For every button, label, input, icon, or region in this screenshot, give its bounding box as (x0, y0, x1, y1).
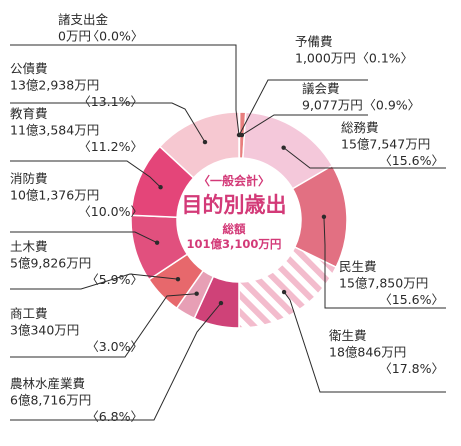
label-sanitation-name: 衛生費 (329, 328, 367, 343)
label-agriculture-amount: 6億8,716万円 (10, 393, 91, 408)
leader-dot-commerce (194, 291, 199, 296)
total-value: 101億3,100万円 (187, 237, 282, 251)
label-public-debt-percent: 〈13.1%〉 (78, 94, 143, 109)
leader-dot-public-debt (202, 139, 208, 145)
label-reserve-name: 予備費 (295, 34, 333, 49)
chart-subtitle: 〈一般会計〉 (198, 173, 270, 188)
label-agriculture-percent: 〈6.8%〉 (86, 409, 143, 424)
label-civil-engineering-percent: 〈5.9%〉 (86, 272, 143, 287)
total-label: 総額 (223, 222, 246, 236)
label-assembly-name: 議会費 (302, 81, 340, 96)
leader-line-education (10, 160, 161, 188)
label-assembly-amount: 9,077万円 (302, 98, 363, 113)
leader-line-misc-expenditure (10, 44, 240, 136)
leader-line-agriculture (10, 302, 222, 421)
leader-line-fire (10, 231, 158, 244)
leader-dot-civil-engineering (175, 276, 181, 282)
leader-line-civil-engineering (10, 273, 179, 290)
label-fire-name: 消防費 (10, 171, 48, 186)
leader-dot-general-affairs (281, 145, 286, 150)
label-civil-engineering-amount: 5億9,826万円 (10, 256, 91, 271)
label-commerce-amount: 3億340万円 (10, 323, 79, 338)
label-education-name: 教育費 (10, 106, 48, 121)
label-welfare-name: 民生費 (339, 259, 377, 274)
leader-line-general-affairs (283, 147, 446, 169)
label-education-percent: 〈11.2%〉 (78, 139, 143, 154)
leader-dot-sanitation (281, 289, 287, 295)
leader-line-public-debt (10, 102, 206, 143)
label-misc-expenditure-amount: 0万円 (58, 29, 91, 44)
donut-center: 〈一般会計〉 目的別歳出 総額 101億3,100万円 (182, 173, 287, 251)
label-fire-amount: 10億1,376万円 (10, 188, 99, 203)
slice-labels: 予備費 1,000万円 〈0.1%〉議会費 9,077万円 〈0.9%〉総務費 15億7,… (10, 12, 444, 424)
leader-dot-fire (154, 240, 160, 245)
label-welfare-percent: 〈15.6%〉 (379, 292, 444, 307)
leader-lines (10, 44, 446, 421)
label-reserve-percent: 〈0.1%〉 (356, 51, 413, 66)
leader-dot-misc-expenditure (236, 132, 242, 138)
label-general-affairs-amount: 15億7,547万円 (341, 137, 430, 152)
label-commerce-name: 商工費 (10, 306, 48, 321)
leader-line-welfare (323, 216, 446, 309)
leader-line-sanitation (283, 291, 446, 393)
leader-dot-education (158, 185, 163, 190)
label-commerce-percent: 〈3.0%〉 (86, 339, 143, 354)
donut-slices (130, 111, 348, 329)
leader-line-assembly (241, 114, 368, 136)
leader-dot-agriculture (218, 300, 224, 306)
label-fire-percent: 〈10.0%〉 (78, 204, 143, 219)
label-education-amount: 11億3,584万円 (10, 123, 99, 138)
label-agriculture-name: 農林水産業費 (10, 376, 85, 391)
label-general-affairs-percent: 〈15.6%〉 (379, 153, 444, 168)
leader-line-commerce (10, 293, 197, 358)
label-sanitation-percent: 〈17.8%〉 (379, 361, 444, 376)
label-misc-expenditure-percent: 〈0.0%〉 (87, 29, 144, 44)
label-general-affairs-name: 総務費 (341, 120, 379, 135)
label-assembly-percent: 〈0.9%〉 (363, 98, 420, 113)
label-public-debt-amount: 13億2,938万円 (10, 78, 99, 93)
label-civil-engineering-name: 土木費 (10, 239, 48, 254)
slice-public-debt (158, 111, 240, 179)
chart-title: 目的別歳出 (182, 193, 287, 217)
label-reserve-amount: 1,000万円 (295, 51, 356, 66)
label-public-debt-name: 公債費 (10, 61, 48, 76)
label-misc-expenditure-name: 諸支出金 (58, 12, 109, 27)
leader-line-reserve (238, 79, 368, 136)
label-sanitation-amount: 18億846万円 (329, 345, 406, 360)
leader-dot-welfare (321, 214, 327, 219)
label-welfare-amount: 15億7,850万円 (339, 276, 428, 291)
